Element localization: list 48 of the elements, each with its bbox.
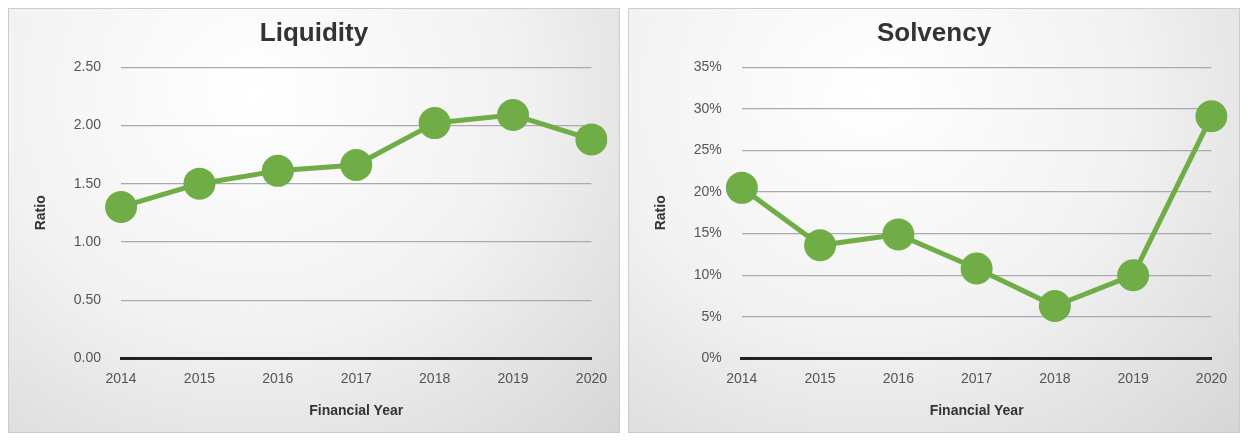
x-tick-label: 2019 bbox=[497, 369, 529, 386]
x-tick-label: 2015 bbox=[183, 369, 216, 386]
y-tick-label: 2.00 bbox=[73, 116, 102, 133]
y-tick-label: 20% bbox=[693, 182, 722, 199]
y-tick-label: 10% bbox=[693, 266, 722, 283]
y-tick-label: 0.00 bbox=[73, 349, 102, 366]
x-tick-label: 2014 bbox=[726, 369, 758, 386]
point bbox=[340, 149, 373, 182]
y-axis-title: Ratio bbox=[652, 195, 669, 231]
chart-title: Solvency bbox=[876, 16, 992, 47]
y-tick-label: 15% bbox=[693, 224, 722, 241]
x-tick-label: 2014 bbox=[105, 369, 137, 386]
x-tick-label: 2016 bbox=[882, 369, 915, 386]
point bbox=[725, 171, 758, 204]
y-tick-label: 0.50 bbox=[73, 291, 102, 308]
x-tick-label: 2017 bbox=[340, 369, 373, 386]
point bbox=[1195, 100, 1228, 133]
x-tick-label: 2020 bbox=[1195, 369, 1228, 386]
y-tick-label: 25% bbox=[693, 141, 722, 158]
point bbox=[261, 154, 294, 187]
point bbox=[105, 190, 138, 223]
y-tick-label: 30% bbox=[693, 99, 722, 116]
point bbox=[575, 123, 608, 156]
x-axis-title: Financial Year bbox=[929, 402, 1025, 419]
y-tick-label: 35% bbox=[693, 58, 722, 75]
y-tick-label: 5% bbox=[701, 307, 722, 324]
x-tick-label: 2015 bbox=[804, 369, 836, 386]
x-tick-label: 2020 bbox=[575, 369, 608, 386]
point bbox=[418, 107, 451, 140]
point bbox=[1117, 259, 1150, 292]
x-tick-label: 2019 bbox=[1117, 369, 1149, 386]
x-axis-title: Financial Year bbox=[309, 402, 404, 419]
x-tick-label: 2017 bbox=[961, 369, 993, 386]
point bbox=[1038, 289, 1071, 322]
point bbox=[497, 98, 530, 131]
y-tick-label: 1.50 bbox=[73, 174, 102, 191]
point bbox=[960, 252, 993, 285]
point bbox=[882, 218, 915, 251]
x-tick-label: 2018 bbox=[1039, 369, 1071, 386]
chart-title: Liquidity bbox=[259, 16, 369, 47]
x-tick-label: 2018 bbox=[419, 369, 451, 386]
x-tick-label: 2016 bbox=[262, 369, 294, 386]
point bbox=[183, 167, 216, 200]
y-tick-label: 2.50 bbox=[73, 58, 102, 75]
y-tick-label: 1.00 bbox=[73, 232, 102, 249]
y-tick-label: 0% bbox=[701, 349, 722, 366]
point bbox=[804, 229, 837, 262]
y-axis-title: Ratio bbox=[32, 195, 49, 231]
